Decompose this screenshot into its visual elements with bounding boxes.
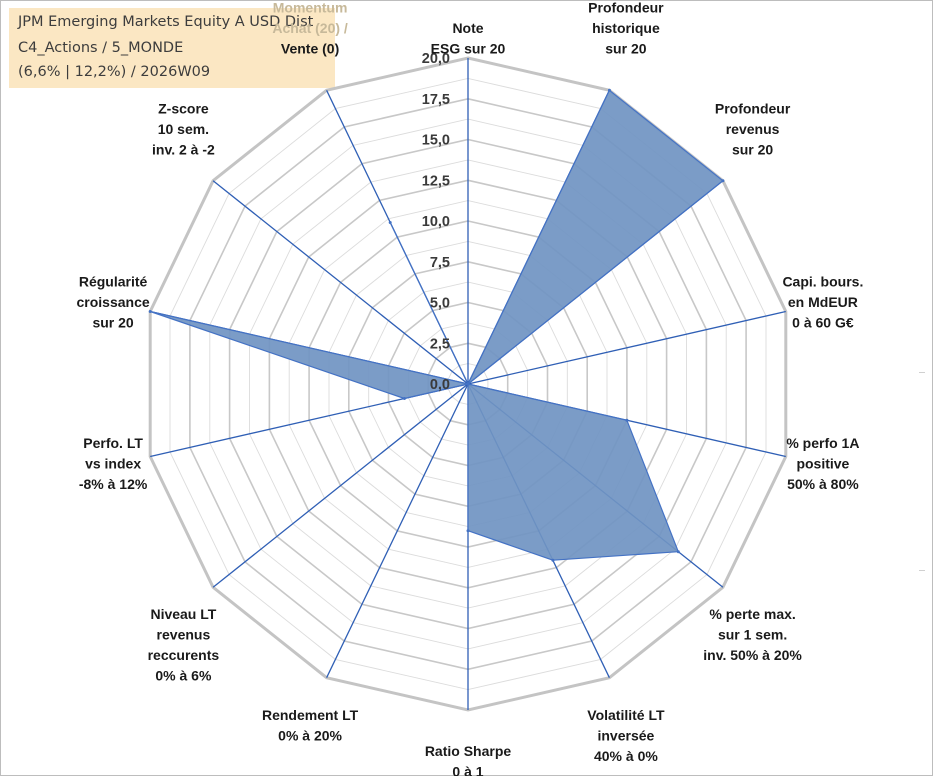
category-label-line: reccurents xyxy=(148,647,220,663)
category-label-line: Perfo. LT xyxy=(83,435,143,451)
category-label-line: 0 à 60 G€ xyxy=(792,314,854,330)
series-area xyxy=(149,89,724,561)
category-label: Régularité croissance sur 20 xyxy=(77,273,150,330)
tick-label: 12,5 xyxy=(422,173,450,189)
category-label: Volatilité LT inversée 40% à 0% xyxy=(587,707,665,764)
tick-label: 20,0 xyxy=(422,51,450,67)
tick-label: 7,5 xyxy=(430,255,450,271)
category-label-line: Régularité xyxy=(79,273,148,289)
category-label-line: sur 20 xyxy=(92,314,133,330)
tick-label: 2,5 xyxy=(430,336,450,352)
tick-label: 15,0 xyxy=(422,133,450,149)
tick-label: 5,0 xyxy=(430,296,450,312)
category-label-line: historique xyxy=(592,20,660,36)
category-label: Note ESG sur 20 xyxy=(431,20,506,57)
category-label-line: Note xyxy=(452,20,483,36)
series-point xyxy=(607,88,611,92)
tick-label: 17,5 xyxy=(422,92,450,108)
axis-spoke xyxy=(326,383,469,678)
category-label-line: Volatilité LT xyxy=(587,707,665,723)
edge-tick xyxy=(919,372,925,373)
category-label-line: -8% à 12% xyxy=(79,476,148,492)
series-point xyxy=(625,418,629,422)
axis-spoke xyxy=(212,180,469,385)
category-label-line: % perfo 1A xyxy=(786,435,859,451)
category-label-line: Momentum xyxy=(273,0,348,16)
category-label-line: vs index xyxy=(85,456,141,472)
category-label: Capi. bours. en MdEUR 0 à 60 G€ xyxy=(782,273,863,330)
category-label: Z-score 10 sem. inv. 2 à -2 xyxy=(152,101,215,158)
category-label-line: Ratio Sharpe xyxy=(425,743,512,759)
category-label-line: 0% à 20% xyxy=(278,728,342,744)
fund-name: JPM Emerging Markets Equity A USD Dist xyxy=(18,14,314,30)
category-label: Rendement LT 0% à 20% xyxy=(262,707,359,744)
category-label-line: 0 à 1 xyxy=(452,764,483,776)
category-label-line: inv. 50% à 20% xyxy=(703,647,802,663)
series-point xyxy=(148,310,152,313)
category-label-line: % perte max. xyxy=(709,606,795,622)
category-label-line: positive xyxy=(796,456,849,472)
radial-tick-labels: 0,0 2,5 5,0 7,5 10,0 12,5 15,0 17,5 20,0 xyxy=(422,51,450,393)
category-label: Profondeur revenus sur 20 xyxy=(715,101,791,158)
category-label: Ratio Sharpe 0 à 1 xyxy=(425,743,512,776)
series-point xyxy=(466,382,470,386)
category-label-line: sur 1 sem. xyxy=(718,627,787,643)
category-label-line: Capi. bours. xyxy=(782,273,863,289)
category-label-line: sur 20 xyxy=(732,142,773,158)
category-label-line: revenus xyxy=(726,121,780,137)
category-labels: Note ESG sur 20 Profondeur historique sur 20… xyxy=(77,0,864,776)
category-label-line: sur 20 xyxy=(605,41,646,57)
category-label-line: revenus xyxy=(157,627,211,643)
fund-stats: (6,6% | 12,2%) / 2026W09 xyxy=(18,64,211,80)
tick-label: 0,0 xyxy=(430,377,450,393)
tick-label: 10,0 xyxy=(422,214,450,230)
fund-category: C4_Actions / 5_MONDE xyxy=(18,40,184,56)
category-label-line: Niveau LT xyxy=(150,606,216,622)
category-label: Perfo. LT vs index -8% à 12% xyxy=(79,435,148,492)
series-point xyxy=(466,529,470,533)
fund-info-box: JPM Emerging Markets Equity A USD Dist C… xyxy=(9,8,335,88)
radar-series xyxy=(148,88,725,562)
series-point xyxy=(388,221,392,224)
series-point xyxy=(551,558,555,562)
category-label: Profondeur historique sur 20 xyxy=(588,0,664,57)
category-label: % perte max. sur 1 sem. inv. 50% à 20% xyxy=(703,606,802,663)
category-label-line: Profondeur xyxy=(715,101,791,117)
edge-tick xyxy=(919,570,925,571)
series-point xyxy=(676,550,680,554)
category-label: Momentum Achat (20) / Vente (0) xyxy=(272,0,348,57)
axis-spoke xyxy=(467,310,786,385)
category-label-line: ESG sur 20 xyxy=(431,41,506,57)
axis-spoke xyxy=(212,383,469,588)
series-point xyxy=(721,179,725,183)
category-label-line: Z-score xyxy=(158,101,209,117)
category-label-line: croissance xyxy=(77,294,150,310)
category-label: % perfo 1A positive 50% à 80% xyxy=(786,435,859,492)
category-label: Niveau LT revenus reccurents 0% à 6% xyxy=(148,606,220,684)
category-label-line: Vente (0) xyxy=(281,41,339,57)
category-label-line: 10 sem. xyxy=(158,121,209,137)
category-label-line: 50% à 80% xyxy=(787,476,859,492)
category-label-line: en MdEUR xyxy=(788,294,858,310)
category-label-line: Rendement LT xyxy=(262,707,359,723)
category-label-line: Profondeur xyxy=(588,0,664,16)
category-label-line: inversée xyxy=(597,728,654,744)
category-label-line: Achat (20) / xyxy=(272,20,348,36)
category-label-line: 40% à 0% xyxy=(594,748,658,764)
category-label-line: inv. 2 à -2 xyxy=(152,142,215,158)
category-label-line: 0% à 6% xyxy=(155,668,212,684)
series-point xyxy=(402,397,406,400)
